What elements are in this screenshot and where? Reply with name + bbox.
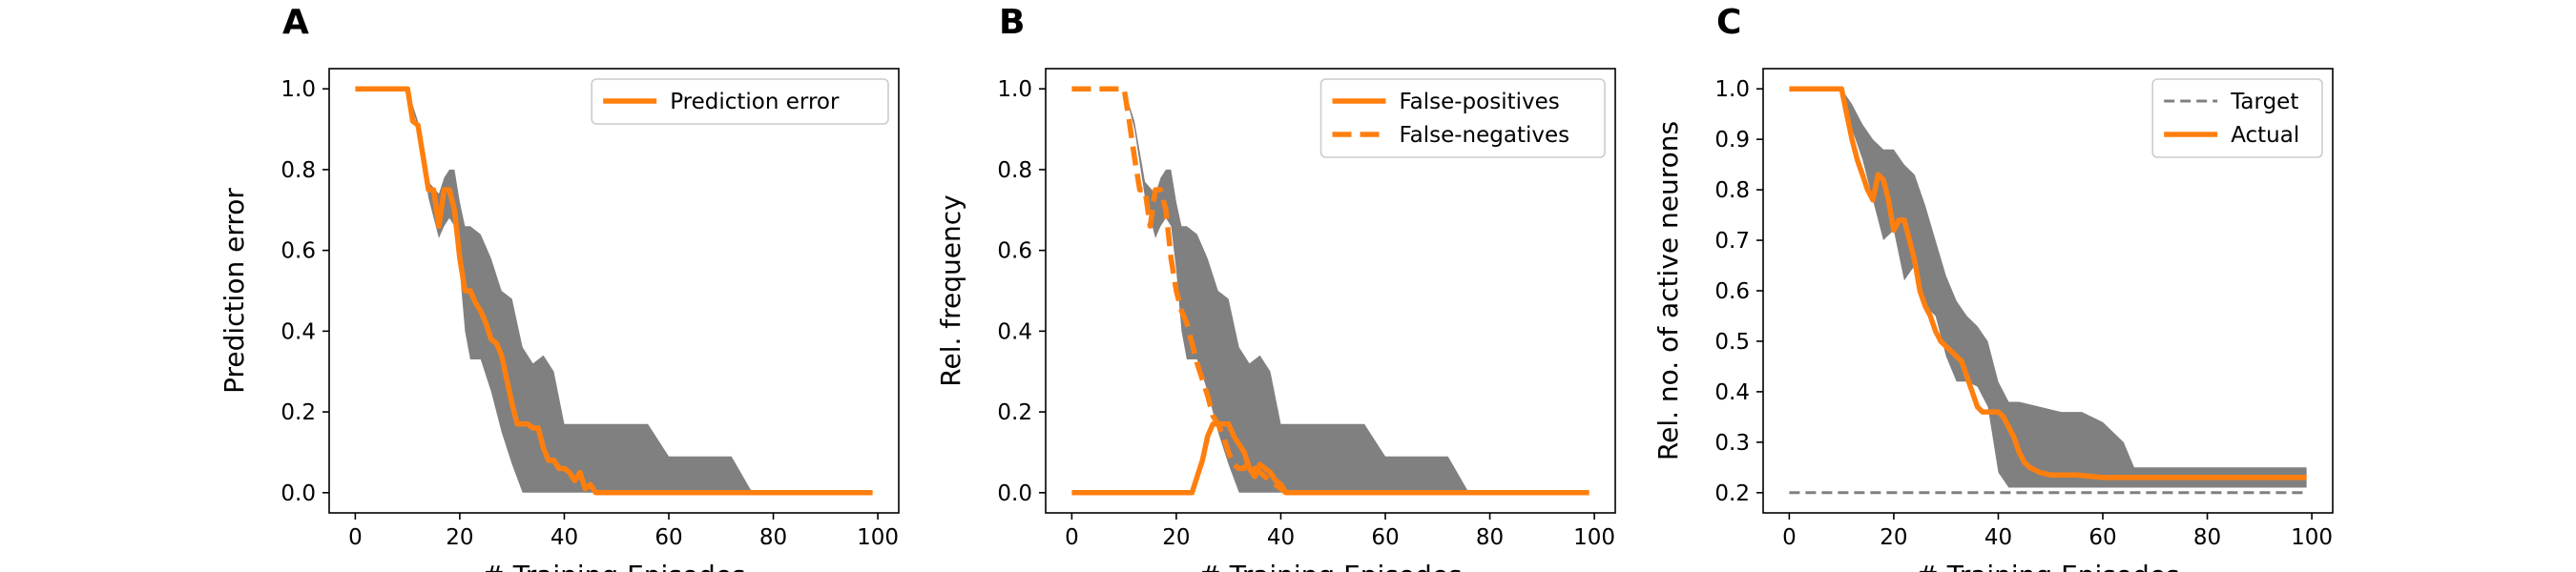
x-tick-label: 100 <box>1573 525 1615 550</box>
x-tick-label: 60 <box>1371 525 1399 550</box>
x-axis-label: # Training Episodes <box>1916 560 2179 572</box>
legend-label: False-positives <box>1400 90 1560 114</box>
y-tick-label: 0.4 <box>997 319 1032 344</box>
y-tick-label: 0.6 <box>1714 279 1750 304</box>
y-tick-label: 0.2 <box>997 400 1032 425</box>
series-line-false-positives <box>1071 421 1589 496</box>
axes-frame <box>1045 68 1616 514</box>
x-tick-label: 100 <box>2291 525 2333 550</box>
x-tick-label: 60 <box>654 525 682 550</box>
y-tick-label: 1.0 <box>280 77 316 102</box>
y-tick-label: 0.3 <box>1714 431 1750 456</box>
y-tick-label: 0.8 <box>280 158 316 183</box>
legend: False-positives False-negatives <box>1319 78 1606 158</box>
x-tick-label: 80 <box>1476 525 1504 550</box>
y-axis-label: Prediction error <box>218 188 250 394</box>
legend-label: Target <box>2230 90 2298 114</box>
x-tick-label: 0 <box>1065 525 1079 550</box>
y-tick-label: 0.2 <box>1714 481 1750 506</box>
y-tick-label: 0.4 <box>280 319 316 344</box>
x-tick-label: 20 <box>1162 525 1190 550</box>
y-axis-label: Rel. frequency <box>935 194 966 386</box>
std-band <box>355 89 873 493</box>
series-line-prediction-error <box>355 86 873 496</box>
y-tick-label: 0.6 <box>280 239 316 264</box>
x-tick-label: 100 <box>857 525 899 550</box>
y-tick-label: 0.0 <box>997 481 1032 506</box>
x-tick-label: 40 <box>1267 525 1295 550</box>
legend-label: False-negatives <box>1400 123 1570 148</box>
y-tick-label: 0.5 <box>1714 330 1750 355</box>
y-tick-label: 0.8 <box>997 158 1032 183</box>
legend: Target Actual <box>2151 78 2323 158</box>
x-tick-label: 0 <box>348 525 363 550</box>
y-tick-label: 1.0 <box>997 77 1032 102</box>
x-tick-label: 60 <box>2088 525 2116 550</box>
panel-letter: C <box>1716 3 1741 42</box>
x-tick-label: 80 <box>2193 525 2221 550</box>
y-tick-label: 0.6 <box>997 239 1032 264</box>
panel-b: B 0 20 40 60 80 100 0.0 0.2 0.4 0.6 0.8 1.0 # Trainin… <box>935 3 1616 572</box>
panel-letter: B <box>999 3 1025 42</box>
series-line-false-negatives <box>1071 86 1589 496</box>
legend: Prediction error <box>591 78 889 125</box>
y-tick-label: 0.9 <box>1714 128 1750 153</box>
x-axis-label: # Training Episodes <box>482 560 745 572</box>
legend-label: Actual <box>2231 123 2299 148</box>
y-tick-label: 0.2 <box>280 400 316 425</box>
x-axis-label: # Training Episodes <box>1198 560 1462 572</box>
legend-frame <box>2151 78 2323 158</box>
std-band <box>1789 89 2307 488</box>
x-tick-label: 20 <box>446 525 473 550</box>
panel-a: A 0 20 40 60 80 100 0.0 0.2 0.4 0.6 0.8 1.0 # Trainin… <box>218 3 900 572</box>
x-tick-label: 0 <box>1782 525 1797 550</box>
y-tick-label: 0.0 <box>280 481 316 506</box>
legend-label: Prediction error <box>670 90 840 114</box>
y-axis-label: Rel. no. of active neurons <box>1652 121 1684 460</box>
axes-frame <box>328 68 900 514</box>
x-tick-label: 40 <box>551 525 578 550</box>
series-line-actual <box>1789 86 2307 480</box>
x-tick-label: 20 <box>1880 525 1907 550</box>
y-tick-label: 0.7 <box>1714 229 1750 254</box>
y-tick-label: 1.0 <box>1714 77 1750 102</box>
x-tick-label: 80 <box>759 525 787 550</box>
y-tick-label: 0.8 <box>1714 178 1750 203</box>
legend-frame <box>591 78 889 125</box>
panel-letter: A <box>282 3 309 42</box>
panel-c: C 0 20 40 60 80 100 0.2 0.3 0.4 0.5 0.6 0.7 0.8 0.9 1.0… <box>1652 3 2334 572</box>
x-tick-label: 40 <box>1984 525 2012 550</box>
legend-frame <box>1319 78 1606 158</box>
y-tick-label: 0.4 <box>1714 380 1750 405</box>
